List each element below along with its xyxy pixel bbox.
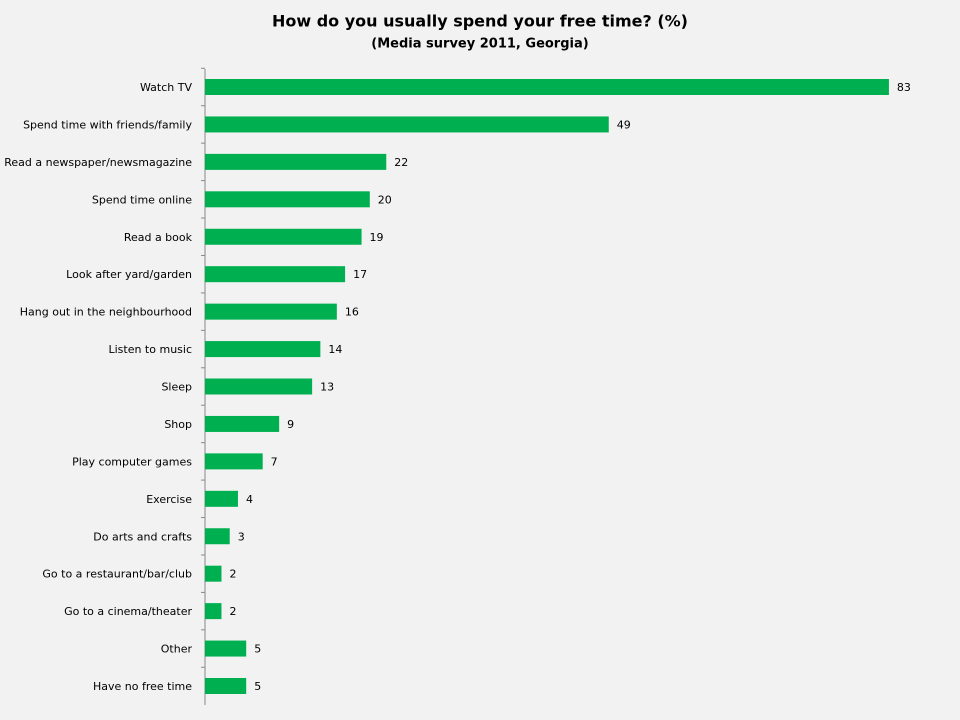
- bar: [205, 153, 387, 170]
- chart-subtitle: (Media survey 2011, Georgia): [371, 37, 588, 52]
- value-label: 22: [394, 156, 408, 169]
- category-label: Go to a cinema/theater: [64, 605, 192, 618]
- category-label: Shop: [164, 418, 192, 431]
- value-label: 49: [617, 118, 631, 131]
- bar: [205, 528, 230, 545]
- value-label: 20: [378, 193, 392, 206]
- chart-title: How do you usually spend your free time?…: [272, 12, 688, 31]
- bar: [205, 490, 238, 507]
- value-label: 14: [328, 343, 342, 356]
- value-label: 7: [271, 455, 278, 468]
- value-label: 5: [254, 680, 261, 693]
- value-label: 4: [246, 493, 253, 506]
- value-label: 19: [370, 231, 384, 244]
- value-label: 13: [320, 381, 334, 394]
- category-label: Sleep: [161, 381, 192, 394]
- bar: [205, 565, 222, 582]
- bar: [205, 228, 362, 245]
- bar: [205, 640, 247, 657]
- category-label: Read a newspaper/newsmagazine: [4, 156, 192, 169]
- value-label: 16: [345, 306, 359, 319]
- bar: [205, 678, 247, 694]
- category-label: Spend time with friends/family: [23, 118, 192, 131]
- value-label: 2: [229, 568, 236, 581]
- value-label: 17: [353, 268, 367, 281]
- category-label: Hang out in the neighbourhood: [20, 306, 192, 319]
- bar: [205, 341, 321, 358]
- category-label: Exercise: [146, 493, 192, 506]
- bar: [205, 79, 889, 95]
- bar: [205, 116, 609, 133]
- bar: [205, 378, 313, 395]
- bar: [205, 415, 280, 432]
- category-label: Spend time online: [92, 193, 192, 206]
- category-label: Play computer games: [72, 455, 192, 468]
- category-label: Listen to music: [108, 343, 192, 356]
- value-label: 83: [897, 81, 911, 94]
- category-label: Read a book: [124, 231, 193, 244]
- category-label: Do arts and crafts: [93, 530, 192, 543]
- value-label: 3: [238, 530, 245, 543]
- category-label: Go to a restaurant/bar/club: [42, 568, 192, 581]
- bar: [205, 191, 370, 208]
- bar: [205, 303, 337, 320]
- bar: [205, 603, 222, 620]
- category-label: Watch TV: [140, 81, 192, 94]
- bar: [205, 453, 263, 470]
- bar: [205, 266, 346, 283]
- value-label: 2: [229, 605, 236, 618]
- category-label: Other: [161, 643, 193, 656]
- category-label: Look after yard/garden: [66, 268, 192, 281]
- value-label: 9: [287, 418, 294, 431]
- value-label: 5: [254, 643, 261, 656]
- category-label: Have no free time: [93, 680, 192, 693]
